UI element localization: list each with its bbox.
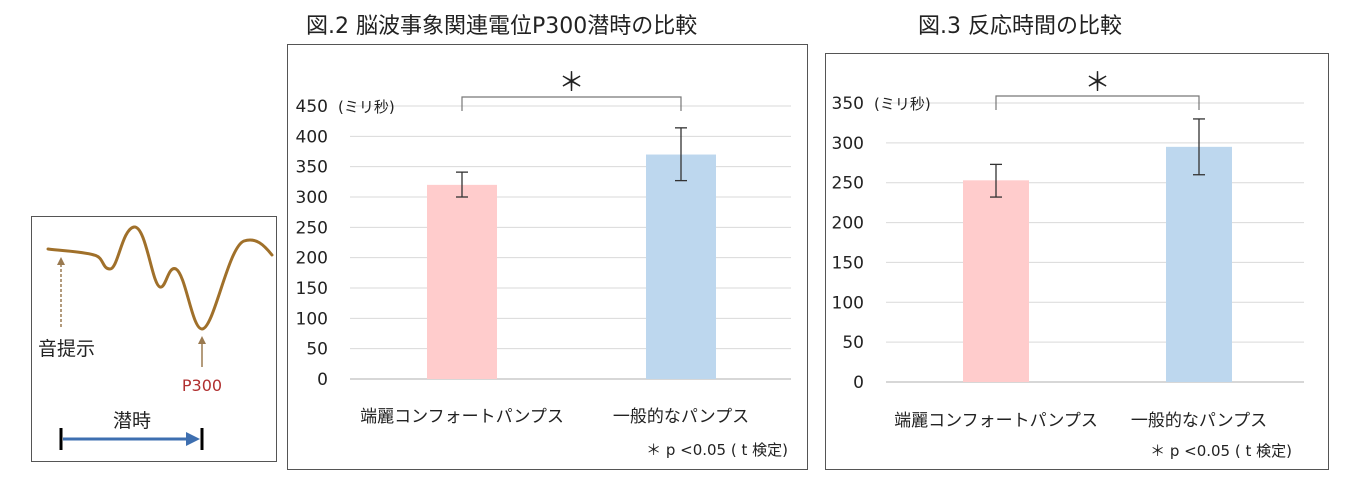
- peak-label: P300: [182, 376, 222, 395]
- stimulus-label: 音提示: [38, 338, 95, 360]
- x-tick-label: 端麗コンフォートパンプス: [894, 411, 1098, 431]
- chart-panel-p300: 0 50 100 150 200 250 300 350 400 450 (ミリ秒) 端麗コンフォート…: [287, 44, 808, 470]
- erp-waveform: [46, 225, 274, 331]
- y-tick-label: 350: [832, 94, 864, 114]
- latency-arrowhead: [186, 432, 200, 446]
- erp-diagram-panel: 音提示 P300 潜時: [31, 216, 277, 462]
- x-tick-label: 一般的なパンプス: [613, 407, 749, 427]
- y-tick-label: 300: [296, 188, 328, 208]
- bar: [963, 180, 1029, 382]
- chart-title: 図.2 脳波事象関連電位P300潜時の比較: [306, 14, 698, 39]
- stimulus-arrowhead: [57, 257, 65, 265]
- y-tick-label: 0: [317, 370, 328, 390]
- latency-label: 潜時: [113, 410, 151, 432]
- significance-bracket: [461, 96, 682, 111]
- y-tick-label: 250: [296, 218, 328, 238]
- erp-diagram: 音提示 P300 潜時: [38, 225, 274, 450]
- y-tick-label: 0: [853, 373, 864, 393]
- x-tick-label: 一般的なパンプス: [1131, 411, 1267, 431]
- y-tick-label: 100: [296, 309, 328, 329]
- significance-mark: ＊: [1084, 68, 1110, 98]
- chart-reaction-time: 0 50 100 150 200 250 300 350 (ミリ秒) 端麗コンフォートパンプス 一般…: [832, 68, 1304, 460]
- y-tick-label: 250: [832, 174, 864, 194]
- footnote: ＊ p <0.05 ( t 検定): [646, 441, 788, 459]
- y-tick-label: 200: [832, 214, 864, 234]
- y-tick-label: 150: [296, 279, 328, 299]
- peak-arrowhead: [198, 336, 206, 344]
- chart-title: 図.3 反応時間の比較: [918, 14, 1122, 39]
- bar: [427, 184, 497, 379]
- y-axis-label: (ミリ秒): [874, 95, 931, 113]
- y-axis-label: (ミリ秒): [338, 98, 395, 116]
- bar: [646, 154, 716, 379]
- y-tick-label: 50: [306, 340, 328, 360]
- footnote: ＊ p <0.05 ( t 検定): [1150, 442, 1292, 460]
- y-tick-label: 200: [296, 249, 328, 269]
- y-tick-label: 50: [842, 333, 864, 353]
- y-tick-label: 400: [296, 127, 328, 147]
- chart-panel-reaction: 0 50 100 150 200 250 300 350 (ミリ秒) 端麗コンフォートパンプス 一般…: [825, 53, 1329, 470]
- y-tick-label: 450: [296, 97, 328, 117]
- y-tick-label: 350: [296, 158, 328, 178]
- x-tick-label: 端麗コンフォートパンプス: [360, 407, 564, 427]
- y-tick-label: 100: [832, 293, 864, 313]
- chart-p300-latency: 0 50 100 150 200 250 300 350 400 450 (ミリ秒) 端麗コンフォート…: [296, 68, 791, 459]
- bar: [1166, 146, 1232, 382]
- y-tick-label: 300: [832, 134, 864, 154]
- significance-bracket: [995, 95, 1200, 110]
- significance-mark: ＊: [558, 68, 584, 98]
- y-tick-label: 150: [832, 253, 864, 273]
